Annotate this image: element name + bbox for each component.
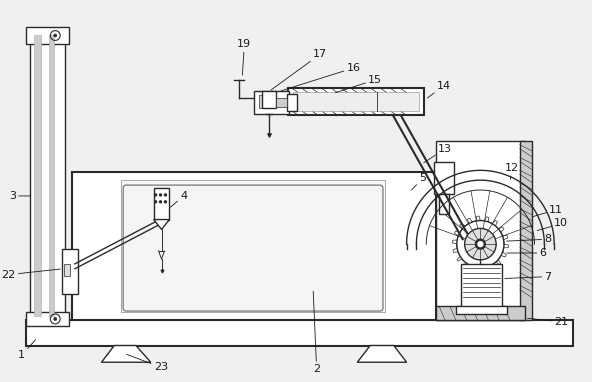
Bar (121, 180, 385, 312)
Bar (25, 27, 69, 44)
Bar (288, 94, 297, 111)
Circle shape (465, 228, 496, 260)
Circle shape (478, 242, 483, 247)
Circle shape (155, 194, 157, 196)
Text: 16: 16 (281, 63, 361, 91)
Bar (64, 264, 70, 276)
Bar (434, 162, 454, 194)
FancyBboxPatch shape (123, 185, 383, 311)
Bar (436, 306, 525, 320)
Polygon shape (358, 345, 407, 362)
Bar (288, 87, 424, 115)
Bar (72, 172, 436, 320)
Text: 11: 11 (532, 205, 563, 217)
Circle shape (155, 201, 157, 203)
Bar (34, 34, 41, 316)
Bar (294, 92, 419, 111)
Circle shape (54, 34, 57, 37)
Text: 22: 22 (2, 269, 60, 280)
Bar (25, 320, 573, 345)
Text: 15: 15 (336, 75, 382, 93)
Text: 3: 3 (9, 191, 31, 201)
Bar (49, 34, 54, 316)
Text: 8: 8 (507, 234, 552, 244)
Bar (154, 188, 169, 220)
Text: 21: 21 (527, 317, 568, 327)
Bar (259, 95, 271, 108)
Circle shape (475, 239, 485, 249)
Circle shape (165, 201, 166, 203)
Text: 7: 7 (505, 272, 552, 282)
Polygon shape (154, 220, 169, 229)
Text: 19: 19 (237, 39, 252, 75)
Text: 2: 2 (313, 291, 320, 374)
Bar (30, 31, 65, 320)
Circle shape (160, 201, 162, 203)
Circle shape (54, 317, 57, 320)
Text: 17: 17 (271, 49, 327, 90)
Text: 23: 23 (127, 354, 168, 372)
Circle shape (160, 194, 162, 196)
Text: 1: 1 (18, 340, 36, 360)
Text: 13: 13 (424, 144, 452, 163)
Bar (436, 141, 525, 320)
Text: 12: 12 (505, 163, 519, 180)
Text: 14: 14 (427, 81, 451, 98)
Bar (62, 249, 78, 295)
Text: 4: 4 (169, 191, 187, 208)
Bar (262, 91, 276, 108)
Bar (461, 264, 502, 307)
Bar (276, 97, 288, 107)
Bar (254, 91, 289, 114)
Circle shape (165, 194, 166, 196)
Bar (520, 141, 532, 320)
Text: 5: 5 (411, 173, 426, 190)
Text: 10: 10 (537, 219, 568, 231)
Bar (25, 312, 69, 326)
Bar (456, 306, 507, 314)
Polygon shape (101, 345, 151, 362)
Text: 6: 6 (507, 248, 546, 258)
Bar (439, 194, 449, 214)
